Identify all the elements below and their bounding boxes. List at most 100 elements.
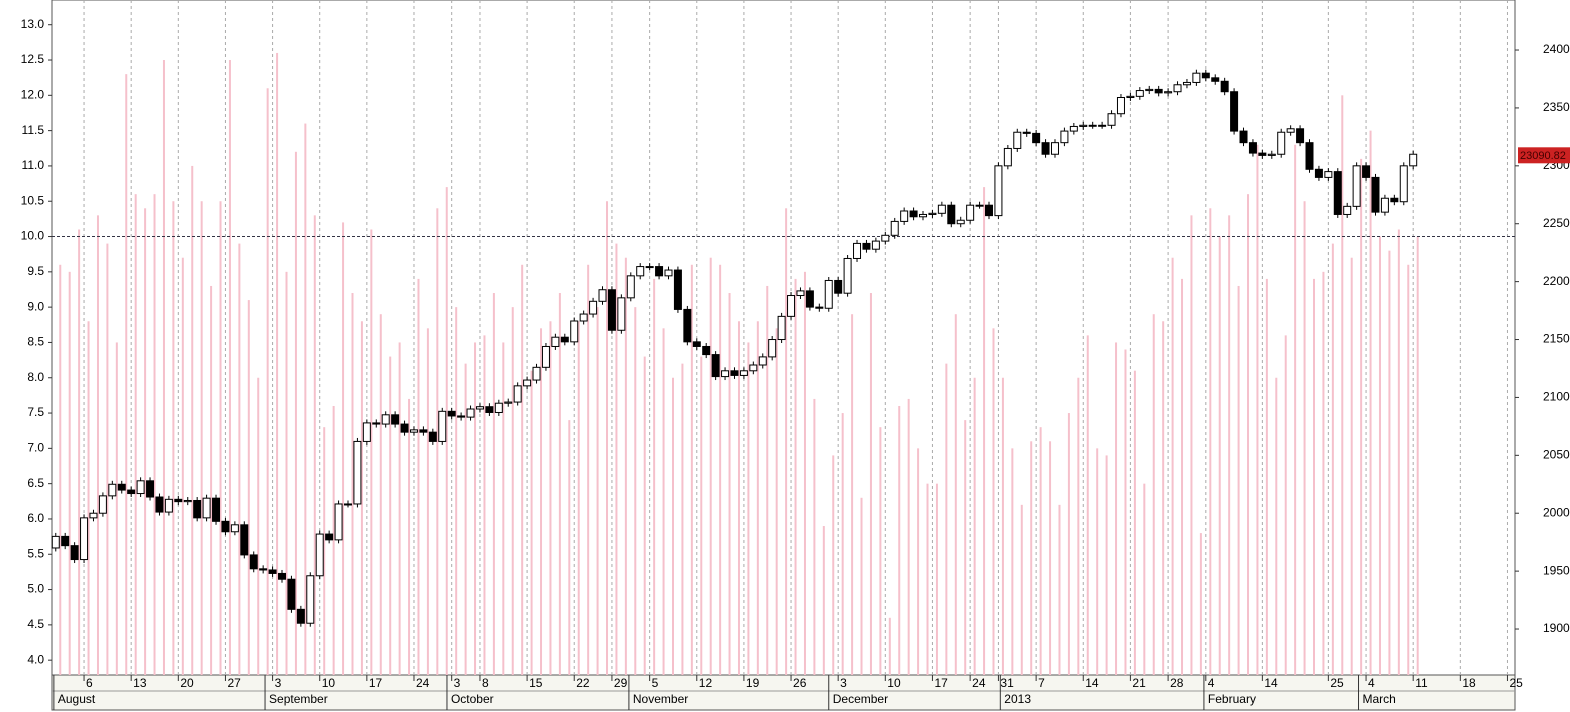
bar bbox=[540, 328, 543, 675]
candle-body bbox=[259, 568, 268, 571]
bar bbox=[191, 165, 194, 676]
bar bbox=[304, 123, 307, 676]
bar bbox=[266, 88, 269, 676]
bar bbox=[408, 398, 411, 675]
candle-body bbox=[146, 480, 155, 498]
candle-body bbox=[532, 366, 541, 381]
y-tick-label: 10.0 bbox=[21, 229, 45, 243]
bar bbox=[436, 208, 439, 676]
candle-body bbox=[98, 495, 107, 514]
bar bbox=[747, 342, 750, 675]
candle-body bbox=[1409, 153, 1418, 167]
candle-body bbox=[721, 370, 730, 378]
candle-body bbox=[815, 306, 824, 309]
candle-body bbox=[626, 275, 635, 299]
bar bbox=[1096, 448, 1099, 675]
x-tick-label: 27 bbox=[227, 676, 241, 690]
candle-body bbox=[768, 339, 777, 358]
bar bbox=[1237, 285, 1240, 675]
y-tick-label: 4.5 bbox=[27, 617, 44, 631]
last-price-label: 23090.82 bbox=[1520, 150, 1566, 162]
candle-body bbox=[1041, 142, 1050, 155]
candle-body bbox=[1390, 197, 1399, 203]
candle-body bbox=[1032, 132, 1041, 144]
bar bbox=[1020, 504, 1023, 675]
candle-body bbox=[598, 289, 607, 302]
x-tick-label: 26 bbox=[793, 676, 807, 690]
candle-body bbox=[466, 408, 475, 418]
bar bbox=[926, 483, 929, 675]
candle-body bbox=[1060, 130, 1069, 144]
bar bbox=[888, 617, 891, 675]
candle-body bbox=[702, 345, 711, 356]
bar bbox=[634, 307, 637, 675]
bar bbox=[1265, 278, 1268, 675]
bar bbox=[1378, 236, 1381, 676]
candle-body bbox=[1277, 131, 1286, 155]
x-tick-label: 25 bbox=[1509, 676, 1523, 690]
candle-body bbox=[80, 517, 89, 561]
period-label: December bbox=[833, 692, 888, 706]
candle-body bbox=[193, 499, 202, 519]
period-label: August bbox=[58, 692, 96, 706]
bar bbox=[238, 243, 241, 676]
candle-body bbox=[164, 498, 173, 513]
candle-body bbox=[1305, 142, 1314, 170]
bar bbox=[360, 321, 363, 675]
candle-body bbox=[560, 336, 569, 343]
bar bbox=[1181, 278, 1184, 675]
bar bbox=[1039, 427, 1042, 675]
candle-body bbox=[1352, 165, 1361, 207]
candle-body bbox=[70, 545, 79, 561]
bar bbox=[530, 370, 533, 675]
bar bbox=[832, 455, 835, 675]
candle-body bbox=[362, 422, 371, 442]
bar bbox=[257, 377, 260, 675]
bar bbox=[474, 342, 477, 675]
candle-body bbox=[900, 210, 909, 222]
y-tick-label: 11.5 bbox=[22, 123, 45, 137]
bar bbox=[162, 60, 165, 676]
candle-body bbox=[212, 497, 221, 522]
bar bbox=[766, 285, 769, 675]
candle-body bbox=[796, 290, 805, 297]
candle-body bbox=[1107, 113, 1116, 126]
bar bbox=[370, 229, 373, 676]
candle-body bbox=[1154, 88, 1163, 94]
candle-body bbox=[824, 279, 833, 309]
candle-body bbox=[391, 414, 400, 425]
x-tick-label: 20 bbox=[180, 676, 194, 690]
candle-body bbox=[862, 242, 871, 250]
y2-tick-label: 24000 bbox=[1543, 42, 1570, 56]
candle-body bbox=[1343, 205, 1352, 215]
bar bbox=[172, 201, 175, 676]
x-tick-label: 5 bbox=[652, 676, 659, 690]
candle-body bbox=[409, 429, 418, 433]
bar bbox=[662, 328, 665, 675]
bar bbox=[653, 278, 656, 675]
bar bbox=[917, 448, 920, 675]
candle-body bbox=[909, 210, 918, 218]
bar bbox=[144, 208, 147, 676]
x-tick-label: 3 bbox=[454, 676, 461, 690]
bar bbox=[200, 201, 203, 676]
bar bbox=[1209, 208, 1212, 676]
bar bbox=[945, 363, 948, 675]
bar bbox=[813, 398, 816, 675]
candle-body bbox=[1324, 171, 1333, 178]
candle-body bbox=[655, 266, 664, 277]
bar bbox=[1067, 413, 1070, 675]
bar bbox=[822, 526, 825, 675]
bar bbox=[719, 264, 722, 675]
y-tick-label: 6.5 bbox=[27, 476, 44, 490]
bar bbox=[492, 293, 495, 675]
candle-body bbox=[739, 370, 748, 376]
bar bbox=[700, 356, 703, 675]
candle-body bbox=[183, 499, 192, 503]
y-tick-label: 12.0 bbox=[21, 87, 45, 101]
bar bbox=[1124, 349, 1127, 675]
x-tick-label: 17 bbox=[934, 676, 948, 690]
bar bbox=[860, 497, 863, 675]
bar bbox=[1171, 257, 1174, 675]
y-tick-label: 5.0 bbox=[27, 582, 44, 596]
